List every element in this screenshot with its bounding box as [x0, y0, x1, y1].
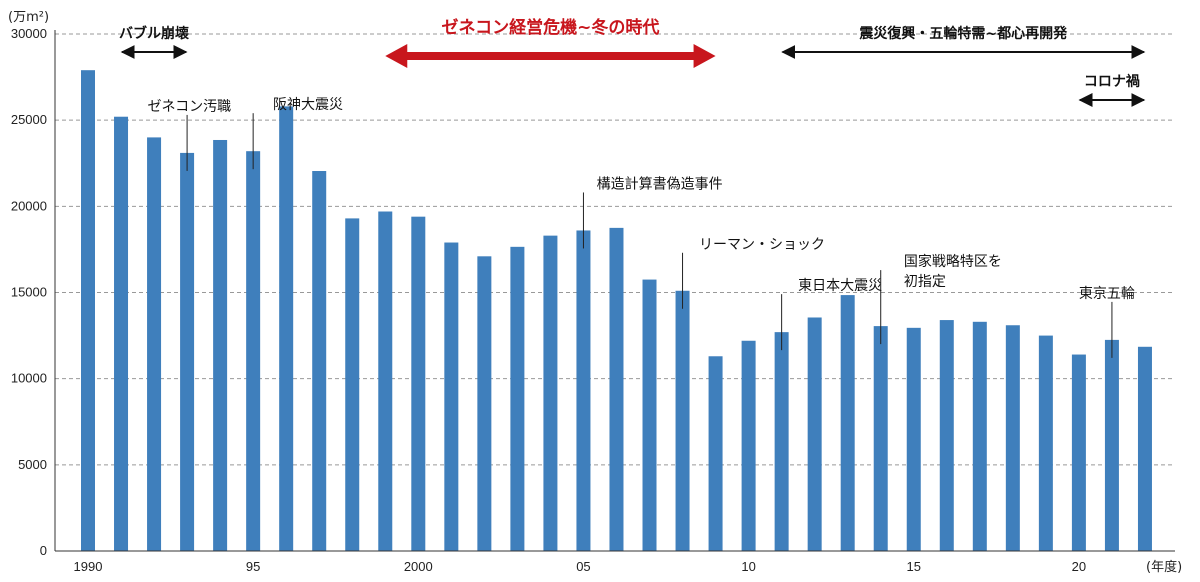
bar [477, 256, 492, 551]
bar [378, 211, 393, 551]
bar [81, 70, 95, 551]
bar [807, 317, 822, 551]
x-tick-label: 20 [1072, 559, 1086, 574]
bar [642, 279, 657, 551]
bar [543, 235, 558, 551]
x-tick-label: 2000 [404, 559, 433, 574]
bar [312, 171, 327, 551]
x-tick-label: 1990 [74, 559, 103, 574]
bar [1137, 346, 1152, 551]
bar [444, 242, 459, 552]
annotation-label: 国家戦略特区を [904, 253, 1002, 270]
bar [906, 327, 921, 551]
era-label: 震災復興・五輪特需~都心再開発 [858, 25, 1068, 42]
bar [939, 320, 954, 551]
bar [279, 106, 294, 551]
y-tick-label: 20000 [11, 198, 47, 213]
annotation-label: ゼネコン汚職 [147, 99, 231, 115]
x-tick-label: 05 [576, 559, 590, 574]
annotation-label: 構造計算書偽造事件 [597, 176, 723, 192]
bar [873, 326, 888, 551]
annotation-label: 東京五輪 [1079, 285, 1135, 302]
x-tick-label: 10 [741, 559, 755, 574]
y-tick-label: 5000 [18, 457, 47, 472]
annotation-label: 東日本大震災 [798, 278, 882, 294]
bar [972, 321, 987, 551]
annotation-label: 阪神大震災 [273, 97, 343, 113]
era-label: ゼネコン経営危機~冬の時代 [441, 17, 659, 38]
y-tick-label: 25000 [11, 112, 47, 127]
bar [213, 139, 228, 552]
bar [114, 116, 129, 551]
bar [576, 230, 591, 551]
bar [708, 356, 723, 551]
bar [180, 152, 195, 551]
x-tick-label: 15 [907, 559, 921, 574]
annotation-label: リーマン・ショック [699, 237, 825, 253]
y-tick-label: 10000 [11, 371, 47, 386]
annotation-label: 初指定 [904, 273, 946, 290]
bar [411, 216, 426, 551]
axes: 0 5000 10000 15000 20000 25000 30000 1990 95 2000… [11, 26, 1175, 574]
y-tick-label: 15000 [11, 285, 47, 300]
bar [741, 340, 756, 551]
era-arrow [385, 44, 716, 68]
bar [609, 227, 624, 551]
y-unit-label: (万m²) [8, 10, 49, 25]
era-label: コロナ禍 [1084, 73, 1140, 90]
bar [1038, 335, 1053, 551]
bar [147, 137, 162, 551]
bar [675, 290, 690, 551]
bars [81, 70, 1152, 552]
bar [774, 332, 789, 551]
bar [345, 218, 360, 551]
bar [1005, 325, 1020, 551]
x-unit-label: (年度) [1146, 559, 1182, 575]
x-tick-label: 95 [246, 559, 260, 574]
bar [840, 295, 855, 551]
bar [1104, 339, 1119, 551]
y-tick-label: 30000 [11, 26, 47, 41]
era-label: バブル崩壊 [119, 25, 190, 42]
bar [1071, 354, 1086, 551]
y-tick-label: 0 [40, 543, 47, 558]
bar [246, 151, 261, 552]
bar [510, 246, 525, 551]
